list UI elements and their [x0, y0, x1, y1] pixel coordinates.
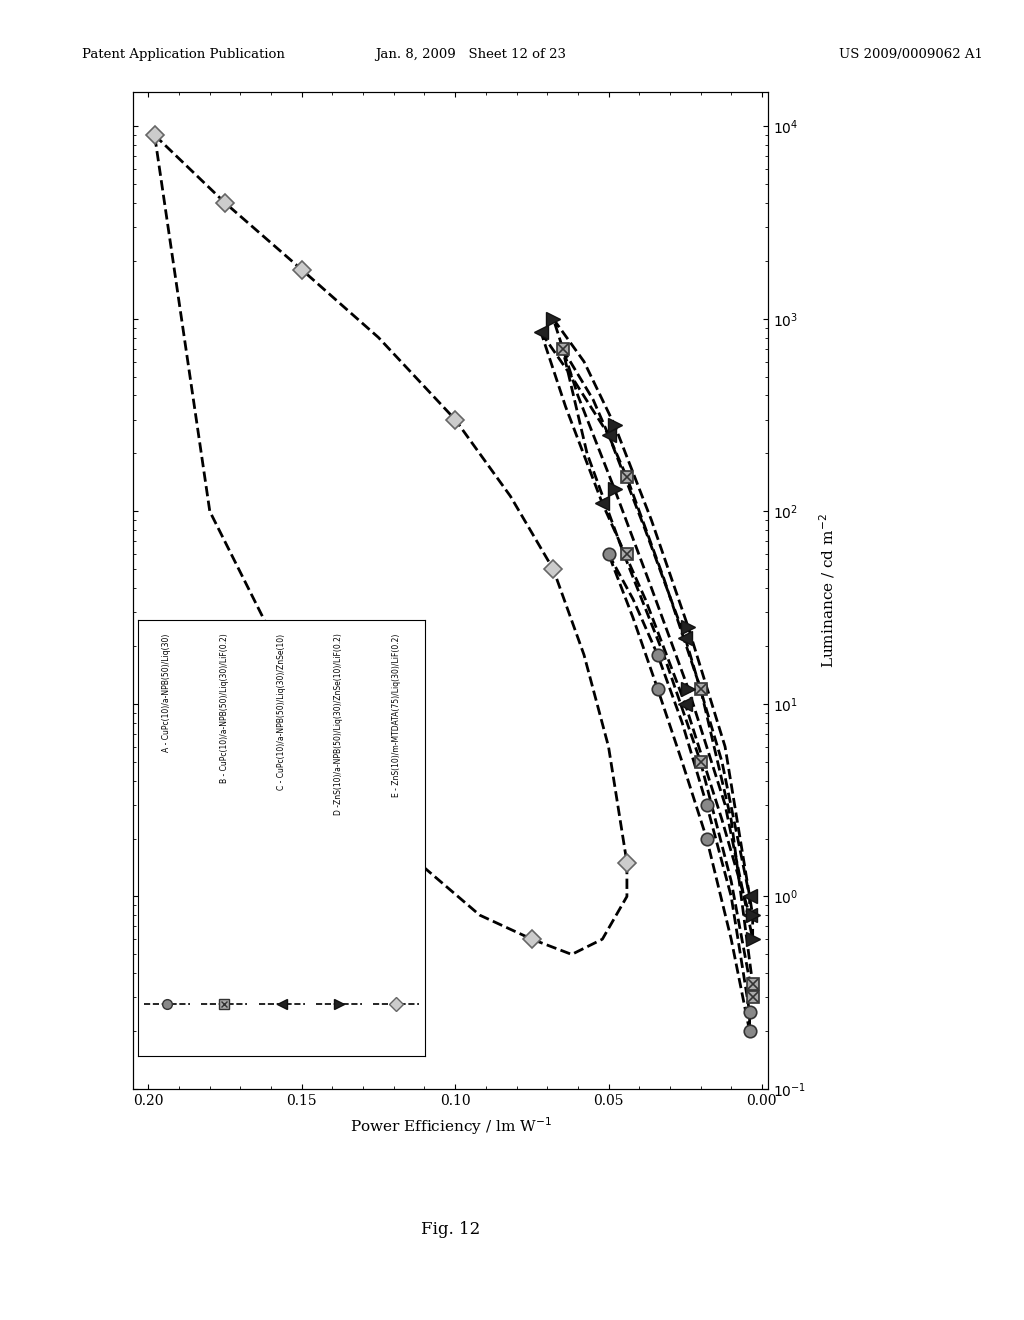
Text: B - CuPc(10)/a-NPB(50)/Liq(30)/LiF(0.2): B - CuPc(10)/a-NPB(50)/Liq(30)/LiF(0.2) — [220, 634, 228, 783]
Text: Patent Application Publication: Patent Application Publication — [82, 48, 285, 61]
Text: E - ZnS(10)/m-MTDATA(75)/Liq(30)/LiF(0.2): E - ZnS(10)/m-MTDATA(75)/Liq(30)/LiF(0.2… — [392, 634, 400, 797]
Text: D -ZnS(10)/a-NPB(50)/Liq(30)/ZnSe(10)/LiF(0.2): D -ZnS(10)/a-NPB(50)/Liq(30)/ZnSe(10)/Li… — [335, 634, 343, 816]
Text: A - CuPc(10)/a-NPB(50)/Liq(30): A - CuPc(10)/a-NPB(50)/Liq(30) — [163, 634, 171, 752]
Y-axis label: Luminance / cd m$^{-2}$: Luminance / cd m$^{-2}$ — [817, 513, 837, 668]
Text: C - CuPc(10)/a-NPB(50)/Liq(30)/ZnSe(10): C - CuPc(10)/a-NPB(50)/Liq(30)/ZnSe(10) — [278, 634, 286, 789]
Text: Jan. 8, 2009   Sheet 12 of 23: Jan. 8, 2009 Sheet 12 of 23 — [376, 48, 566, 61]
Text: US 2009/0009062 A1: US 2009/0009062 A1 — [839, 48, 983, 61]
Text: Fig. 12: Fig. 12 — [421, 1221, 480, 1238]
X-axis label: Power Efficiency / lm W$^{-1}$: Power Efficiency / lm W$^{-1}$ — [349, 1115, 552, 1137]
